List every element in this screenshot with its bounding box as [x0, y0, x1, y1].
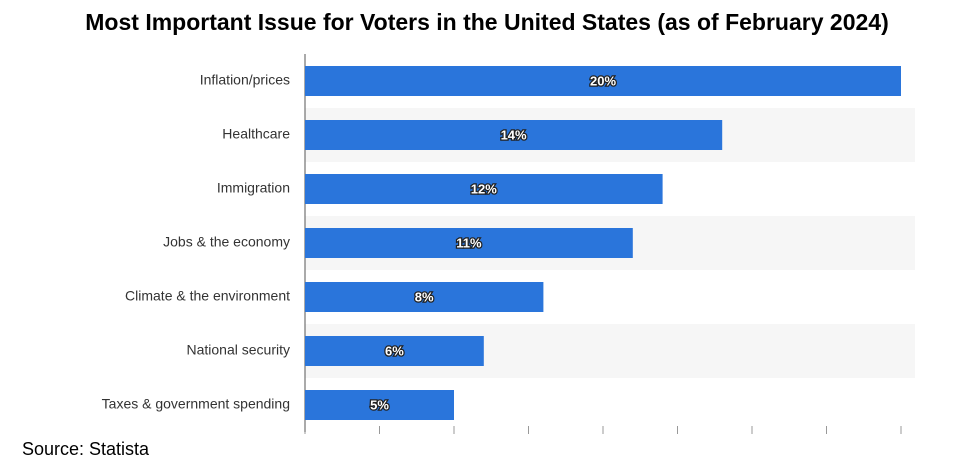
value-label: 5% [370, 397, 389, 412]
y-tick-label: Healthcare [222, 126, 290, 142]
bar [305, 120, 723, 150]
value-label: 11% [456, 235, 482, 250]
y-tick-label: Inflation/prices [200, 72, 290, 88]
source: Source: Statista [22, 439, 150, 459]
y-tick-label: Jobs & the economy [163, 234, 290, 250]
bar [305, 282, 544, 312]
value-label: 12% [471, 181, 497, 196]
value-label: 6% [385, 343, 404, 358]
bar [305, 336, 484, 366]
y-tick-label: National security [187, 342, 291, 358]
value-label: 20% [590, 73, 616, 88]
bar [305, 390, 454, 420]
value-label: 8% [415, 289, 434, 304]
bar [305, 66, 901, 96]
y-tick-label: Climate & the environment [125, 288, 290, 304]
bar [305, 228, 633, 258]
y-tick-label: Immigration [217, 180, 290, 196]
value-label: 14% [501, 127, 527, 142]
chart-title: Most Important Issue for Voters in the U… [85, 9, 888, 35]
bar [305, 174, 663, 204]
y-tick-label: Taxes & government spending [102, 396, 290, 412]
